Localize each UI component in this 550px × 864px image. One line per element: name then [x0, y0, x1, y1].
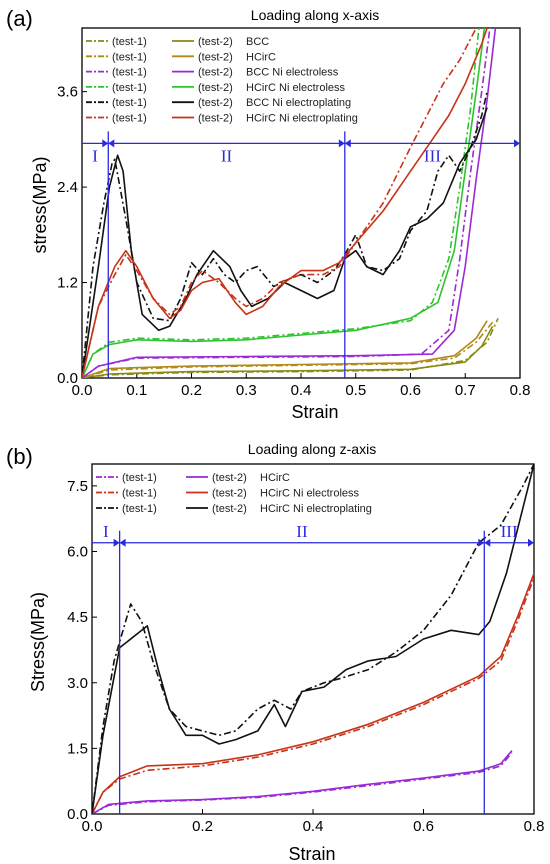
- region-arrow-right: [528, 538, 534, 547]
- series-line-test2: [82, 325, 494, 378]
- legend-test-label: (test-2): [198, 36, 233, 48]
- series-line-test1: [82, 91, 488, 378]
- x-tick-label: 0.8: [524, 818, 545, 835]
- chart-title-a: Loading along x-axis: [251, 7, 379, 23]
- region-label: III: [501, 522, 518, 541]
- x-tick-label: 0.8: [510, 382, 531, 399]
- legend-test-label: (test-1): [112, 51, 147, 63]
- region-arrow-right: [113, 538, 120, 547]
- legend-test-label: (test-1): [112, 97, 147, 109]
- series-line-test1: [92, 464, 534, 814]
- y-tick-label: 4.5: [67, 609, 88, 626]
- y-tick-label: 1.2: [57, 275, 78, 292]
- x-tick-label: 0.4: [291, 382, 312, 399]
- legend-series-name: BCC Ni electroplating: [246, 97, 351, 109]
- x-tick-label: 0.0: [72, 382, 93, 399]
- legend-test-label: (test-1): [122, 503, 157, 515]
- x-tick-label: 0.7: [455, 382, 476, 399]
- x-axis-label-b: Strain: [288, 844, 335, 864]
- x-tick-label: 0.1: [126, 382, 147, 399]
- x-tick-label: 0.6: [413, 818, 434, 835]
- y-tick-label: 6.0: [67, 544, 88, 561]
- region-arrow-left: [484, 538, 491, 547]
- x-tick-label: 0.6: [400, 382, 421, 399]
- legend-test-label: (test-1): [122, 488, 157, 500]
- series-line-test2: [82, 28, 488, 378]
- x-tick-label: 0.4: [303, 818, 324, 835]
- legend-series-name: HCirC Ni electroplating: [260, 503, 372, 515]
- legend-test-label: (test-2): [198, 113, 233, 125]
- panel-b: (b) Loading along z-axis Strain Stress(M…: [0, 432, 550, 864]
- plot-frame: [81, 27, 521, 379]
- legend-test-label: (test-1): [122, 472, 157, 484]
- x-tick-label: 0.2: [181, 382, 202, 399]
- legend-test-label: (test-2): [212, 488, 247, 500]
- region-arrow-left: [344, 139, 351, 148]
- legend-test-label: (test-2): [198, 82, 233, 94]
- series-line-test2: [82, 28, 497, 378]
- series-line-test2: [92, 573, 534, 814]
- chart-title-b: Loading along z-axis: [248, 441, 376, 457]
- series-line-test2: [92, 750, 513, 814]
- region-label: I: [92, 146, 98, 165]
- x-tick-label: 0.3: [236, 382, 257, 399]
- legend-series-name: HCirC Ni electroplating: [246, 113, 358, 125]
- region-arrow-right: [338, 139, 345, 148]
- legend-test-label: (test-2): [212, 503, 247, 515]
- region-label: III: [424, 146, 441, 165]
- legend-series-name: BCC: [246, 36, 269, 48]
- series-line-test2: [82, 28, 486, 378]
- series-line-test1: [92, 752, 513, 814]
- x-axis-label-a: Strain: [291, 402, 338, 422]
- region-arrow-right: [102, 139, 109, 148]
- legend-test-label: (test-1): [112, 82, 147, 94]
- series-line-test2: [82, 107, 488, 378]
- panel-label-b: (b): [6, 444, 33, 469]
- region-arrow-right: [478, 538, 485, 547]
- region-arrow-left: [108, 139, 115, 148]
- y-tick-label: 7.5: [67, 478, 88, 495]
- y-tick-label: 0.0: [57, 370, 78, 387]
- legend-test-label: (test-2): [198, 67, 233, 79]
- region-arrow-left: [119, 538, 126, 547]
- legend-test-label: (test-1): [112, 36, 147, 48]
- x-tick-label: 0.2: [192, 818, 213, 835]
- region-label: I: [103, 522, 109, 541]
- region-label: II: [221, 146, 233, 165]
- y-axis-label-b: Stress(MPa): [28, 592, 48, 692]
- legend-series-name: HCirC Ni electroless: [246, 82, 346, 94]
- region-label: II: [296, 522, 308, 541]
- x-tick-label: 0.0: [82, 818, 103, 835]
- plot-frame: [91, 463, 535, 815]
- y-tick-label: 3.0: [67, 675, 88, 692]
- series-line-test1: [82, 321, 494, 378]
- series-line-test2: [92, 464, 534, 814]
- x-tick-label: 0.5: [345, 382, 366, 399]
- legend-series-name: BCC Ni electroless: [246, 67, 339, 79]
- series-line-test1: [82, 28, 477, 378]
- series-line-test1: [82, 28, 491, 378]
- legend-series-name: HCirC: [246, 51, 276, 63]
- legend-test-label: (test-2): [212, 472, 247, 484]
- y-axis-label-a: stress(MPa): [30, 156, 50, 253]
- y-tick-label: 2.4: [57, 179, 78, 196]
- series-line-test2: [82, 320, 488, 378]
- series-line-test1: [82, 28, 480, 378]
- y-tick-label: 3.6: [57, 84, 78, 101]
- legend-series-name: HCirC: [260, 472, 290, 484]
- legend-test-label: (test-2): [198, 97, 233, 109]
- panel-a: (a) Loading along x-axis Strain stress(M…: [6, 6, 531, 422]
- y-tick-label: 1.5: [67, 740, 88, 757]
- chart-a-svg: (a) Loading along x-axis Strain stress(M…: [6, 6, 531, 422]
- panel-label-a: (a): [6, 6, 33, 31]
- legend-test-label: (test-1): [112, 67, 147, 79]
- region-arrow-right: [514, 139, 520, 148]
- series-line-test1: [92, 577, 534, 814]
- chart-b-svg: (b) Loading along z-axis Strain Stress(M…: [6, 441, 545, 864]
- legend-test-label: (test-1): [112, 113, 147, 125]
- legend-series-name: HCirC Ni electroless: [260, 488, 360, 500]
- y-tick-label: 0.0: [67, 806, 88, 823]
- legend-test-label: (test-2): [198, 51, 233, 63]
